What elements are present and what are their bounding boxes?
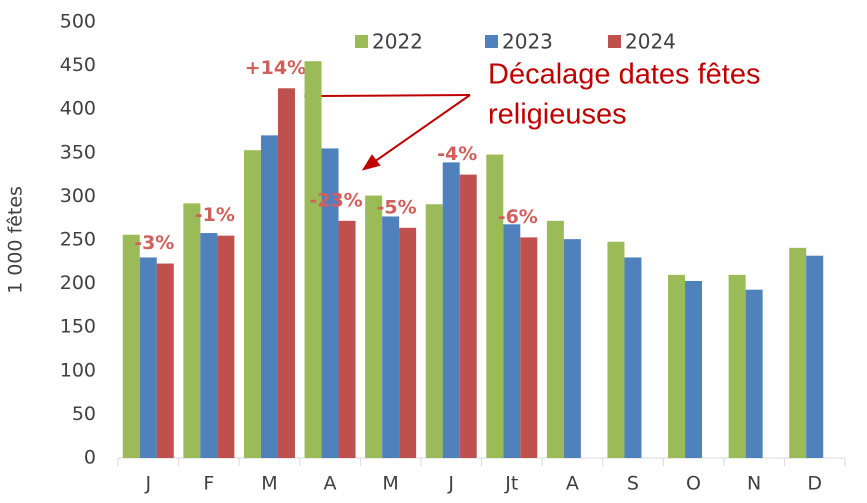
y-tick-label: 450 [60, 54, 96, 76]
bar [425, 204, 443, 458]
change-label: -3% [134, 232, 174, 254]
y-tick-label: 300 [60, 185, 96, 207]
bar [806, 255, 824, 458]
y-tick-label: 350 [60, 141, 96, 163]
bar [442, 162, 460, 458]
legend-swatch [485, 35, 498, 48]
bar [789, 247, 807, 458]
bar [122, 234, 140, 458]
bar [520, 237, 538, 458]
x-tick-label: J [144, 473, 151, 495]
x-tick-label: M [382, 473, 398, 495]
change-label: -1% [195, 204, 235, 226]
bar [685, 280, 703, 458]
y-tick-label: 200 [60, 272, 96, 294]
change-label: -4% [437, 143, 477, 165]
bar [624, 257, 642, 458]
bar [728, 274, 746, 458]
y-tick-label: 150 [60, 316, 96, 338]
bar [304, 61, 322, 459]
x-tick-label: Jt [504, 473, 518, 495]
bar [607, 241, 625, 458]
y-tick-label: 250 [60, 229, 96, 251]
bar [243, 150, 261, 458]
x-tick-label: S [627, 473, 639, 495]
change-label: -5% [377, 196, 417, 218]
y-tick-label: 400 [60, 98, 96, 120]
legend-swatch [608, 35, 621, 48]
x-tick-label: D [807, 473, 822, 495]
bar [156, 263, 174, 458]
y-tick-label: 0 [84, 447, 96, 469]
bar [338, 220, 356, 458]
bar [139, 257, 157, 458]
bar [399, 227, 417, 458]
bar [260, 135, 278, 459]
y-axis-label: 1 000 fêtes [5, 186, 27, 294]
bar [277, 88, 295, 458]
x-tick-label: J [447, 473, 454, 495]
bar [183, 203, 201, 458]
bar [546, 220, 564, 458]
x-tick-label: O [686, 473, 701, 495]
bar [217, 235, 235, 458]
bar [321, 148, 339, 458]
change-label: +14% [245, 57, 306, 79]
bar [459, 174, 477, 458]
bar [745, 289, 763, 458]
y-tick-label: 500 [60, 11, 96, 33]
x-tick-label: A [566, 473, 579, 495]
x-tick-label: A [324, 473, 337, 495]
change-label: -23% [309, 189, 362, 211]
y-tick-label: 50 [72, 403, 96, 425]
legend-swatch [355, 35, 368, 48]
annotation: Décalage dates fêtes [488, 59, 760, 91]
bar [382, 216, 400, 458]
legend-label: 2023 [502, 30, 553, 54]
change-label: -6% [498, 206, 538, 228]
bar [365, 195, 383, 458]
y-tick-label: 100 [60, 359, 96, 381]
bar [563, 239, 581, 458]
bar [668, 274, 686, 458]
bar [200, 233, 218, 458]
x-tick-label: F [203, 473, 214, 495]
x-tick-label: M [261, 473, 277, 495]
bar [486, 154, 504, 458]
bar [503, 224, 521, 458]
annotation: religieuses [488, 99, 627, 131]
legend-label: 2024 [625, 30, 676, 54]
x-tick-label: N [747, 473, 761, 495]
legend-label: 2022 [372, 30, 423, 54]
